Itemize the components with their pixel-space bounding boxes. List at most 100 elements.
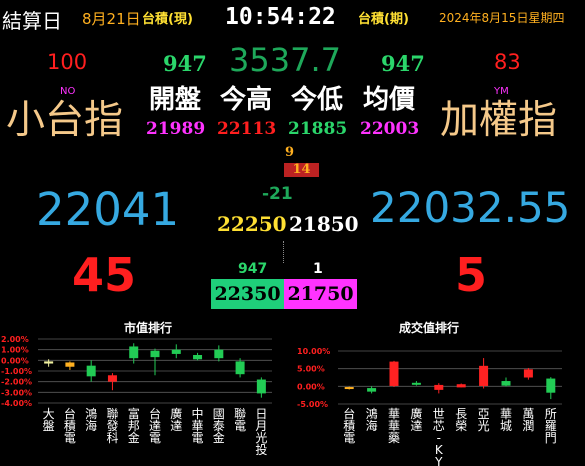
category-label: Y [434,455,443,466]
category-label: 邦 [128,419,140,433]
category-label: 亞 [478,407,490,421]
right-big-price: 22032.55 [370,183,571,232]
right-code: YM [494,86,509,97]
chart-1-title: 市值排行 [124,321,173,335]
candle-body [150,350,160,358]
category-label: 達 [410,419,422,433]
category-label: 光 [255,431,267,445]
category-label: 大 [43,407,55,421]
category-label: K [435,443,444,457]
small-mid-number: 14 [284,163,319,177]
y-tick-label: 5.00% [297,365,325,374]
category-label: - [437,431,441,445]
category-label: 長 [455,407,467,421]
candle-body [479,365,489,386]
left-count: 100 [47,50,88,74]
category-label: 鴻 [85,407,97,421]
candle-body [86,365,96,377]
category-label: 富 [128,406,140,421]
left-code: NO [60,86,76,97]
settle-date: 8月21日 [82,10,141,28]
candle-body [523,369,533,378]
candle-body [501,381,511,386]
category-label: 海 [85,418,97,433]
category-label: 積 [343,418,355,433]
category-label: 金 [128,430,140,445]
candle-body [411,382,421,385]
value-high: 22113 [217,119,277,139]
category-label: 華 [388,407,400,421]
category-label: 廣 [410,407,422,421]
value-low: 21885 [288,119,348,139]
label-low: 今低 [291,85,344,115]
right-title: 加權指 [440,98,558,143]
y-tick-label: -2.00% [1,378,32,387]
center-main-value: 3537.7 [229,41,341,79]
category-label: 聯 [106,407,118,421]
y-tick-label: -4.00% [1,399,32,408]
category-label: 電 [343,431,355,445]
category-label: 台 [149,406,161,421]
center-divider [283,241,284,263]
category-label: 城 [500,419,512,433]
y-tick-label: 0.00% [1,356,29,365]
category-label: 華 [388,419,400,433]
category-label: 世 [433,407,445,421]
turnover-chart: 10.00%5.00%0.00%-5.00%台積電鴻海華華藥廣達世芯-KY長榮亞… [297,347,562,466]
category-label: 華 [500,407,512,421]
y-tick-label: 1.00% [1,346,29,355]
y-tick-label: -3.00% [1,388,32,397]
category-label: 門 [545,431,557,445]
category-label: 電 [149,431,161,445]
category-label: 盤 [43,419,55,433]
category-label: 泰 [213,419,225,433]
box-lower-price: 21750 [284,279,357,309]
candle-body [214,349,224,359]
candle-body [235,361,245,375]
right-big-count: 5 [455,248,488,302]
left-big-price: 22041 [36,183,180,236]
left-title: 小台指 [6,98,124,143]
candle-body [344,387,354,390]
y-tick-label: 2.00% [1,336,29,344]
value-avg: 22003 [360,119,420,139]
category-label: 芯 [433,419,445,433]
clock: 10:54:22 [225,4,336,30]
category-label: 日 [255,407,267,421]
category-label: 投 [255,442,267,457]
candle-body [193,355,203,360]
candle-body [171,349,181,354]
left-big-count: 45 [72,248,137,302]
category-label: 羅 [545,419,557,433]
category-label: 所 [545,407,557,421]
market-cap-chart: 2.00% 1.00%0.00% -1.00% -2.00%-3.00% -4.00% 大… [1,336,272,457]
candle-body [456,384,466,388]
right-count: 83 [494,50,521,74]
box-upper-price: 22350 [211,279,284,309]
category-label: 光 [478,419,490,433]
y-tick-label: 10.00% [297,347,330,356]
category-label: 榮 [455,419,467,433]
category-label: 鴻 [366,407,378,421]
category-label: 藥 [388,431,400,445]
label-high: 今高 [220,85,273,115]
category-label: 達 [170,419,182,433]
small-top-number: 9 [285,145,295,160]
category-label: 發 [106,418,118,433]
category-label: 海 [366,418,378,433]
change-value: -21 [262,184,293,204]
label-open: 開盤 [149,85,202,115]
label-avg: 均價 [363,85,416,115]
category-label: 華 [192,419,204,433]
candle-body [546,378,556,393]
category-label: 廣 [170,407,182,421]
value-open: 21989 [146,119,206,139]
candle-body [107,375,117,382]
upper-limit: 22250 [217,212,287,236]
category-label: 月 [255,419,267,433]
category-label: 電 [234,419,246,433]
volume-right: 1 [313,261,323,277]
category-label: 萬 [522,407,534,421]
category-label: 電 [64,431,76,445]
tsmc-futures-tag: 台積(期) [358,12,409,27]
